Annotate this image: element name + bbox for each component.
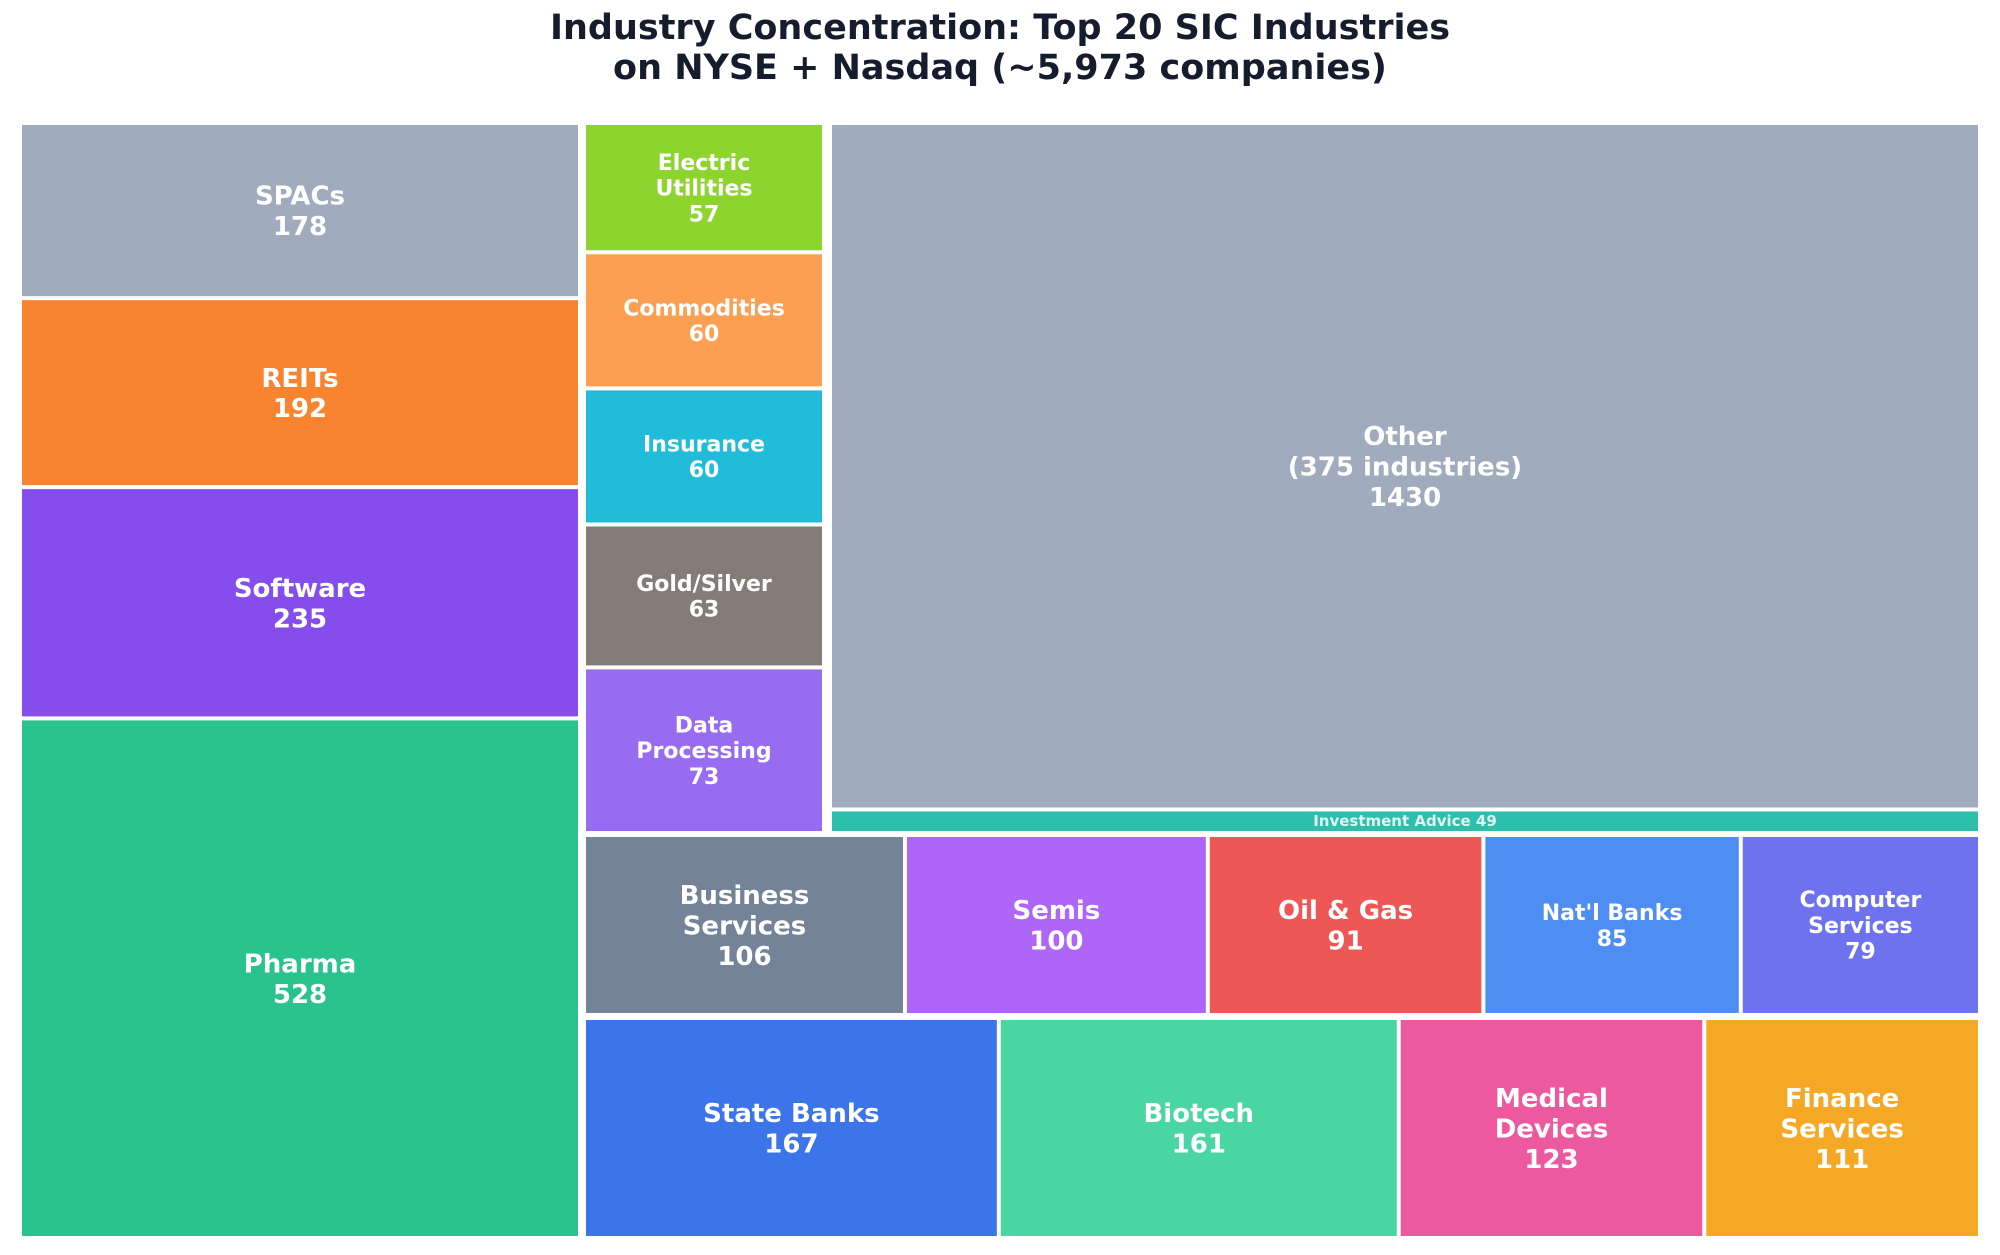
tile-other: Other(375 industries)1430 — [832, 125, 1978, 808]
tile-label-oil-gas: Oil & Gas — [1278, 896, 1413, 926]
tile-value-medical-devices: 123 — [1524, 1145, 1578, 1175]
tile-value-state-banks: 167 — [764, 1130, 818, 1160]
tile-value-pharma: 528 — [273, 980, 327, 1010]
tile-rect-medical-devices — [1400, 1020, 1703, 1236]
tile-value-business-services: 106 — [717, 942, 771, 972]
tile-label-business-services: Services — [683, 911, 807, 941]
tile-label-biotech: Biotech — [1143, 1099, 1254, 1129]
tile-label-semis: Semis — [1012, 896, 1100, 926]
tile-label-spacs: SPACs — [255, 182, 345, 212]
tile-label-commodities: Commodities — [623, 296, 785, 321]
tile-label-software: Software — [234, 574, 366, 604]
tile-value-nat-l-banks: 85 — [1597, 927, 1628, 952]
tile-label-business-services: Business — [680, 881, 810, 911]
tile-label-other: Other — [1363, 422, 1447, 452]
tile-label-nat-l-banks: Nat'l Banks — [1542, 901, 1683, 926]
tile-label-data-processing: Processing — [636, 739, 771, 764]
tile-label-computer-services: Computer — [1799, 888, 1921, 913]
tile-value-other: 1430 — [1369, 483, 1441, 513]
tile-rect-other — [832, 125, 1978, 808]
tile-rect-electric-utilities — [586, 125, 822, 251]
chart-title-line-1: Industry Concentration: Top 20 SIC Indus… — [549, 8, 1451, 48]
tile-value-gold-silver: 63 — [689, 598, 720, 623]
tile-label-gold-silver: Gold/Silver — [636, 572, 772, 597]
tile-label-computer-services: Services — [1808, 914, 1913, 939]
tile-rect-business-services — [586, 837, 903, 1013]
tile-rect-state-banks — [586, 1020, 997, 1236]
tile-rect-data-processing — [586, 669, 822, 831]
tile-value-software: 235 — [273, 604, 327, 634]
tile-rect-reits — [22, 300, 578, 486]
tile-rect-investment-advice — [832, 811, 1978, 831]
tile-value-spacs: 178 — [273, 212, 327, 242]
tile-rect-gold-silver — [586, 526, 822, 666]
tile-value-biotech: 161 — [1172, 1130, 1226, 1160]
tile-rect-computer-services — [1742, 837, 1978, 1013]
tile-label-pharma: Pharma — [244, 949, 357, 979]
tile-value-computer-services: 79 — [1845, 940, 1876, 965]
tile-rect-finance-services — [1706, 1020, 1978, 1236]
tile-label-electric-utilities: Utilities — [655, 177, 752, 202]
tile-label-medical-devices: Devices — [1495, 1114, 1609, 1144]
tile-label-insurance: Insurance — [643, 433, 765, 458]
tile-rect-nat-l-banks — [1485, 837, 1739, 1013]
tile-value-electric-utilities: 57 — [689, 202, 720, 227]
tile-rect-software — [22, 489, 578, 717]
tile-label-state-banks: State Banks — [703, 1099, 879, 1129]
chart-title-line-2: on NYSE + Nasdaq (~5,973 companies) — [613, 48, 1387, 88]
tile-label-data-processing: Data — [675, 713, 733, 738]
tile-rect-semis — [906, 837, 1206, 1013]
tile-label-investment-advice: Investment Advice 49 — [1313, 812, 1497, 830]
tile-value-commodities: 60 — [689, 322, 720, 347]
tile-rect-spacs — [22, 125, 578, 297]
tile-value-data-processing: 73 — [689, 765, 720, 790]
tile-value-semis: 100 — [1029, 927, 1083, 957]
tile-investment-advice: Investment Advice 49 — [832, 811, 1978, 831]
tile-label-finance-services: Services — [1780, 1114, 1904, 1144]
tile-label-electric-utilities: Electric — [658, 151, 750, 176]
chart-title: Industry Concentration: Top 20 SIC Indus… — [0, 8, 2000, 88]
tile-value-oil-gas: 91 — [1327, 927, 1363, 957]
tile-rect-commodities — [586, 254, 822, 387]
tile-rect-oil-gas — [1209, 837, 1482, 1013]
tile-value-reits: 192 — [273, 394, 327, 424]
tile-rect-insurance — [586, 390, 822, 523]
tile-label-reits: REITs — [261, 364, 338, 394]
tile-label-finance-services: Finance — [1785, 1084, 1899, 1114]
tile-rect-biotech — [1000, 1020, 1397, 1236]
tile-label-medical-devices: Medical — [1495, 1084, 1608, 1114]
tile-rect-pharma — [22, 720, 578, 1236]
tile-value-finance-services: 111 — [1815, 1145, 1869, 1175]
tile-value-insurance: 60 — [689, 458, 720, 483]
tile-label-other: (375 industries) — [1288, 453, 1522, 483]
